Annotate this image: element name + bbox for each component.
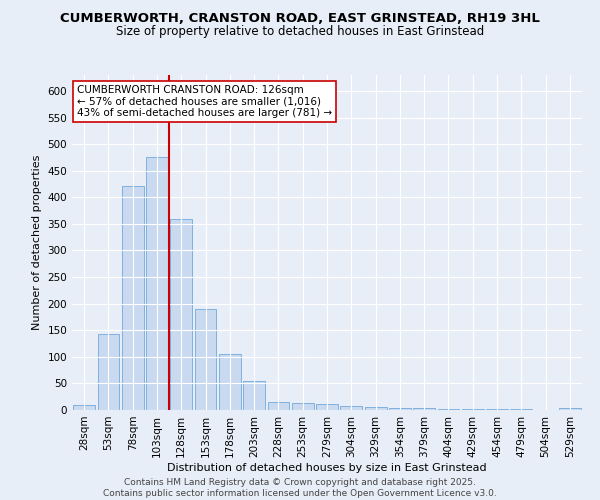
Bar: [97, 334, 119, 410]
Text: Contains HM Land Registry data © Crown copyright and database right 2025.
Contai: Contains HM Land Registry data © Crown c…: [103, 478, 497, 498]
Bar: [413, 408, 435, 410]
Bar: [73, 404, 95, 410]
Bar: [340, 406, 362, 410]
Bar: [316, 404, 338, 410]
Bar: [559, 408, 581, 410]
Bar: [122, 186, 143, 410]
Bar: [462, 409, 484, 410]
Text: Size of property relative to detached houses in East Grinstead: Size of property relative to detached ho…: [116, 25, 484, 38]
Bar: [365, 408, 386, 410]
Bar: [170, 218, 192, 410]
Bar: [194, 309, 217, 410]
Text: CUMBERWORTH CRANSTON ROAD: 126sqm
← 57% of detached houses are smaller (1,016)
4: CUMBERWORTH CRANSTON ROAD: 126sqm ← 57% …: [77, 85, 332, 118]
Bar: [292, 402, 314, 410]
Bar: [243, 382, 265, 410]
Y-axis label: Number of detached properties: Number of detached properties: [32, 155, 42, 330]
Text: CUMBERWORTH, CRANSTON ROAD, EAST GRINSTEAD, RH19 3HL: CUMBERWORTH, CRANSTON ROAD, EAST GRINSTE…: [60, 12, 540, 26]
Bar: [146, 158, 168, 410]
Bar: [219, 354, 241, 410]
X-axis label: Distribution of detached houses by size in East Grinstead: Distribution of detached houses by size …: [167, 462, 487, 472]
Bar: [437, 409, 460, 410]
Bar: [268, 402, 289, 410]
Bar: [389, 408, 411, 410]
